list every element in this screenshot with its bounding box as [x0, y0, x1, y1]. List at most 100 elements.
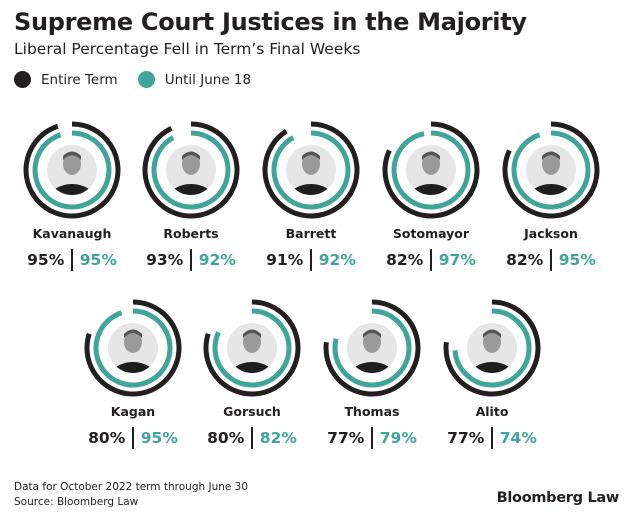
- justice-values: 80% 95%: [73, 427, 193, 449]
- arc-entire-term: [23, 121, 121, 219]
- justice-gorsuch: Gorsuch 80% 82%: [192, 298, 312, 449]
- justice-values: 95% 95%: [12, 249, 132, 271]
- divider: [371, 427, 373, 449]
- justice-name: Jackson: [524, 226, 578, 241]
- justice-portrait: [286, 145, 336, 195]
- footer-source: Source: Bloomberg Law: [14, 496, 139, 508]
- justice-portrait: [406, 145, 456, 195]
- value-entire-term: 77%: [327, 429, 365, 447]
- ring-chart: [502, 121, 600, 219]
- ring-chart: [23, 121, 121, 219]
- footer: Data for October 2022 term through June …: [14, 480, 248, 510]
- justice-thomas: Thomas 77% 79%: [312, 298, 432, 449]
- ring-chart: [382, 121, 480, 219]
- arc-until-june-18: [332, 308, 412, 388]
- arc-until-june-18: [511, 130, 591, 210]
- justice-portrait: [467, 323, 517, 373]
- ring-chart: [323, 299, 421, 397]
- justice-sotomayor: Sotomayor 82% 97%: [371, 120, 491, 271]
- value-entire-term: 82%: [386, 251, 424, 269]
- value-until-june-18: 74%: [499, 429, 537, 447]
- arc-entire-term: [203, 299, 301, 397]
- justice-values: 77% 79%: [312, 427, 432, 449]
- value-entire-term: 95%: [27, 251, 65, 269]
- divider: [251, 427, 253, 449]
- legend-until-june-18: Until June 18: [137, 71, 252, 88]
- justice-alito: Alito 77% 74%: [432, 298, 552, 449]
- divider: [550, 249, 552, 271]
- divider: [310, 249, 312, 271]
- divider: [132, 427, 134, 449]
- divider: [430, 249, 432, 271]
- arc-until-june-18: [391, 130, 471, 210]
- arc-until-june-18: [32, 130, 112, 210]
- arc-until-june-18: [93, 308, 173, 388]
- justice-name: Thomas: [344, 404, 400, 419]
- arc-until-june-18: [452, 308, 532, 388]
- justice-values: 77% 74%: [432, 427, 552, 449]
- justice-values: 91% 92%: [251, 249, 371, 271]
- value-entire-term: 93%: [146, 251, 184, 269]
- arc-entire-term: [323, 299, 421, 397]
- value-until-june-18: 95%: [140, 429, 178, 447]
- value-until-june-18: 79%: [379, 429, 417, 447]
- justice-barrett: Barrett 91% 92%: [251, 120, 371, 271]
- arc-entire-term: [84, 299, 182, 397]
- justice-name: Barrett: [285, 226, 337, 241]
- arc-entire-term: [502, 121, 600, 219]
- arc-entire-term: [142, 121, 240, 219]
- bloomberg-law-logo: Bloomberg Law: [496, 490, 620, 506]
- value-until-june-18: 97%: [438, 251, 476, 269]
- justice-jackson: Jackson 82% 95%: [491, 120, 611, 271]
- ring-chart: [84, 299, 182, 397]
- ring-chart: [203, 299, 301, 397]
- value-until-june-18: 95%: [558, 251, 596, 269]
- value-entire-term: 80%: [207, 429, 245, 447]
- justice-values: 80% 82%: [192, 427, 312, 449]
- justice-portrait: [166, 145, 216, 195]
- legend-entire-term: Entire Term: [14, 71, 118, 88]
- value-entire-term: 77%: [447, 429, 485, 447]
- chart-title: Supreme Court Justices in the Majority: [14, 8, 527, 36]
- justice-portrait: [526, 145, 576, 195]
- divider: [491, 427, 493, 449]
- value-until-june-18: 95%: [79, 251, 117, 269]
- divider: [190, 249, 192, 271]
- justice-name: Alito: [475, 404, 509, 419]
- arc-until-june-18: [151, 130, 231, 210]
- value-until-june-18: 82%: [259, 429, 297, 447]
- ring-chart: [443, 299, 541, 397]
- justice-name: Kavanaugh: [32, 226, 112, 241]
- value-entire-term: 91%: [266, 251, 304, 269]
- justice-portrait: [227, 323, 277, 373]
- legend-dot-entire-term: [14, 71, 31, 88]
- chart-subtitle: Liberal Percentage Fell in Term’s Final …: [14, 40, 361, 58]
- justice-name: Gorsuch: [223, 404, 281, 419]
- value-entire-term: 80%: [88, 429, 126, 447]
- ring-chart: [262, 121, 360, 219]
- legend-label: Until June 18: [164, 71, 252, 88]
- value-entire-term: 82%: [506, 251, 544, 269]
- arc-entire-term: [443, 299, 541, 397]
- justice-name: Roberts: [163, 226, 219, 241]
- value-until-june-18: 92%: [198, 251, 236, 269]
- arc-entire-term: [262, 121, 360, 219]
- justice-portrait: [47, 145, 97, 195]
- divider: [71, 249, 73, 271]
- arc-until-june-18: [271, 130, 351, 210]
- arc-entire-term: [382, 121, 480, 219]
- justice-name: Sotomayor: [392, 226, 470, 241]
- ring-chart: [142, 121, 240, 219]
- justice-portrait: [347, 323, 397, 373]
- legend-dot-until-june-18: [137, 71, 155, 88]
- justice-roberts: Roberts 93% 92%: [131, 120, 251, 271]
- legend-label: Entire Term: [41, 71, 118, 88]
- justice-values: 82% 95%: [491, 249, 611, 271]
- arc-until-june-18: [212, 308, 292, 388]
- legend: Entire Term Until June 18: [14, 71, 271, 88]
- justice-values: 93% 92%: [131, 249, 251, 271]
- footer-note: Data for October 2022 term through June …: [14, 481, 249, 493]
- justice-kagan: Kagan 80% 95%: [73, 298, 193, 449]
- justice-name: Kagan: [110, 404, 156, 419]
- justice-values: 82% 97%: [371, 249, 491, 271]
